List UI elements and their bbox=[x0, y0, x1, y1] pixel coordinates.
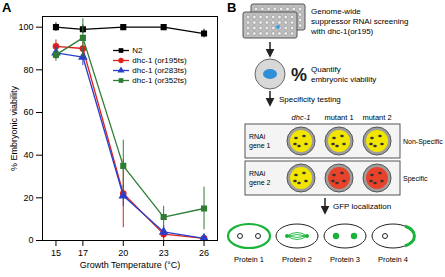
svg-text:Non-Specific: Non-Specific bbox=[403, 138, 443, 146]
svg-text:17: 17 bbox=[78, 248, 88, 258]
svg-text:15: 15 bbox=[51, 248, 61, 258]
svg-text:Protein 4: Protein 4 bbox=[378, 255, 408, 264]
svg-text:80: 80 bbox=[23, 65, 33, 75]
html-text:dhc-1 (or352ts): dhc-1 (or352ts) bbox=[132, 75, 187, 85]
svg-text:Protein 3: Protein 3 bbox=[330, 255, 360, 264]
svg-text:0: 0 bbox=[28, 235, 33, 245]
html-text:N2: N2 bbox=[132, 45, 143, 55]
svg-text:mutant 2: mutant 2 bbox=[362, 113, 391, 122]
svg-text:Protein 1: Protein 1 bbox=[234, 255, 264, 264]
html-text:dhc-1 (or195ts): dhc-1 (or195ts) bbox=[132, 55, 187, 65]
svg-text:60: 60 bbox=[23, 107, 33, 117]
svg-text:gene 1: gene 1 bbox=[249, 142, 271, 150]
svg-text:%: % bbox=[291, 65, 307, 85]
svg-text:Genome-wide: Genome-wide bbox=[311, 7, 361, 16]
svg-text:dhc-1: dhc-1 bbox=[292, 113, 311, 122]
svg-text:26: 26 bbox=[199, 248, 209, 258]
svg-text:40: 40 bbox=[23, 150, 33, 160]
svg-text:23: 23 bbox=[159, 248, 169, 258]
svg-text:Protein 2: Protein 2 bbox=[282, 255, 312, 264]
svg-text:GFP localization: GFP localization bbox=[333, 202, 391, 211]
svg-text:RNAi: RNAi bbox=[249, 170, 266, 177]
svg-text:B: B bbox=[227, 0, 236, 15]
svg-text:100: 100 bbox=[18, 22, 33, 32]
svg-text:Quantify: Quantify bbox=[311, 65, 341, 74]
svg-text:% Embryonic viability: % Embryonic viability bbox=[9, 85, 19, 171]
svg-text:mutant 1: mutant 1 bbox=[324, 113, 353, 122]
svg-text:embryonic viability: embryonic viability bbox=[311, 75, 376, 84]
html-text:A: A bbox=[2, 0, 12, 15]
svg-text:Growth Temperature (°C): Growth Temperature (°C) bbox=[80, 260, 180, 270]
svg-text:20: 20 bbox=[23, 193, 33, 203]
svg-text:with dhc-1(or195): with dhc-1(or195) bbox=[310, 27, 374, 36]
svg-text:suppressor RNAi screening: suppressor RNAi screening bbox=[311, 17, 408, 26]
svg-text:RNAi: RNAi bbox=[249, 133, 266, 140]
svg-text:20: 20 bbox=[118, 248, 128, 258]
svg-text:gene 2: gene 2 bbox=[249, 179, 271, 187]
svg-text:Specificity testing: Specificity testing bbox=[279, 95, 341, 104]
svg-text:Specific: Specific bbox=[403, 175, 428, 183]
html-text:dhc-1 (or283ts): dhc-1 (or283ts) bbox=[132, 65, 187, 75]
